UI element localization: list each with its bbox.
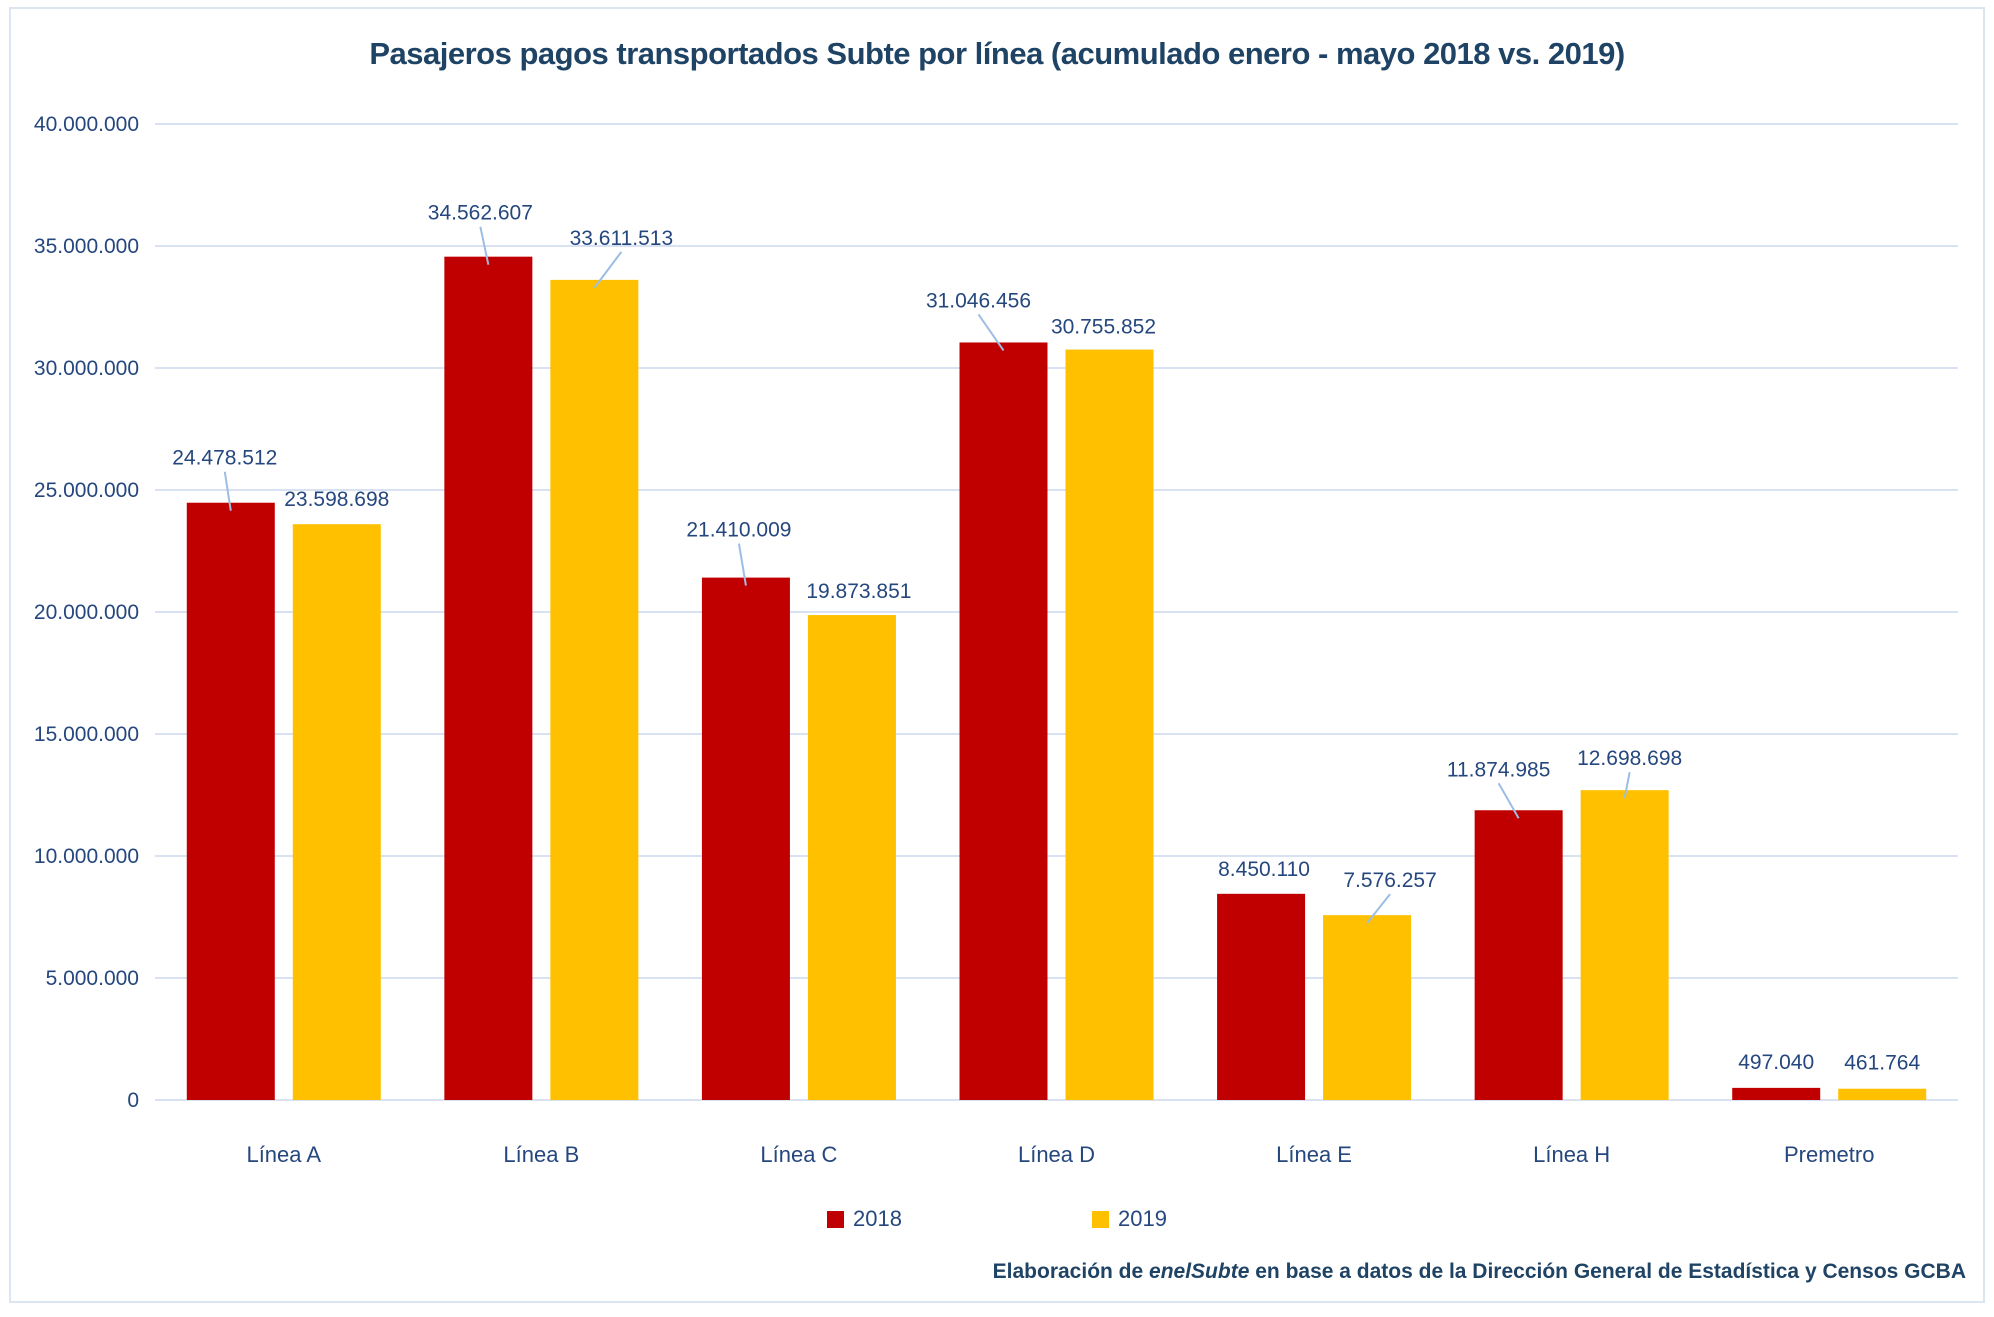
source-attribution: Elaboración de enelSubte en base a datos… [993, 1260, 1966, 1284]
legend-item-2019: 2019 [1092, 1206, 1167, 1232]
footer-brand: enelSubte [1149, 1260, 1250, 1283]
data-label-2018-l-nea-d: 31.046.456 [926, 289, 1031, 312]
bar-2019-l-nea-a [292, 524, 381, 1100]
y-tick-20-000-000: 20.000.000 [34, 601, 139, 624]
data-label-2019-premetro: 461.764 [1844, 1052, 1920, 1075]
footer-suffix: en base a datos de la Dirección General … [1249, 1260, 1966, 1283]
chart-legend: 2018 2019 [0, 1206, 1994, 1232]
leader-line-2018-l-nea-a [223, 471, 232, 511]
x-label-l-nea-c: Línea C [760, 1142, 837, 1167]
x-label-l-nea-e: Línea E [1276, 1142, 1352, 1167]
y-tick-0: 0 [127, 1089, 139, 1112]
x-label-l-nea-h: Línea H [1533, 1142, 1610, 1167]
x-label-l-nea-a: Línea A [246, 1142, 321, 1167]
legend-label-2019: 2019 [1118, 1206, 1167, 1231]
data-label-2019-l-nea-a: 23.598.698 [284, 488, 389, 511]
y-tick-25-000-000: 25.000.000 [34, 479, 139, 502]
bar-2019-l-nea-d [1065, 349, 1154, 1100]
data-label-2019-l-nea-b: 33.611.513 [570, 227, 674, 250]
legend-item-2018: 2018 [827, 1206, 902, 1232]
y-tick-30-000-000: 30.000.000 [34, 357, 139, 380]
leader-line-2018-l-nea-h [1497, 782, 1520, 819]
bar-2019-premetro [1838, 1088, 1927, 1100]
chart-title: Pasajeros pagos transportados Subte por … [369, 36, 1625, 71]
footer-prefix: Elaboración de [992, 1260, 1150, 1283]
y-tick-15-000-000: 15.000.000 [34, 723, 139, 746]
x-label-l-nea-b: Línea B [503, 1142, 579, 1167]
bar-2018-l-nea-b [444, 256, 533, 1101]
bar-2018-l-nea-c [701, 577, 790, 1100]
leader-line-2019-l-nea-e [1366, 893, 1391, 924]
y-tick-35-000-000: 35.000.000 [34, 235, 139, 258]
data-label-2018-l-nea-b: 34.562.607 [428, 202, 533, 225]
x-label-premetro: Premetro [1784, 1142, 1874, 1167]
bar-2018-l-nea-d [959, 342, 1048, 1101]
legend-swatch-2019 [1092, 1210, 1109, 1228]
data-label-2019-l-nea-d: 30.755.852 [1051, 316, 1156, 339]
leader-line-2019-l-nea-h [1623, 771, 1631, 799]
data-label-2018-l-nea-c: 21.410.009 [686, 519, 791, 542]
y-tick-40-000-000: 40.000.000 [34, 113, 139, 136]
data-label-2018-l-nea-e: 8.450.110 [1218, 858, 1310, 881]
data-label-2019-l-nea-h: 12.698.698 [1577, 747, 1682, 770]
bar-2018-premetro [1732, 1087, 1821, 1100]
bar-2018-l-nea-e [1217, 893, 1306, 1100]
leader-line-2018-l-nea-c [737, 543, 747, 586]
data-label-2018-l-nea-h: 11.874.985 [1447, 758, 1551, 781]
bar-2018-l-nea-a [186, 502, 275, 1100]
legend-label-2018: 2018 [853, 1206, 902, 1231]
bar-2019-l-nea-c [807, 615, 896, 1100]
y-tick-5-000-000: 5.000.000 [46, 967, 139, 990]
data-label-2018-l-nea-a: 24.478.512 [172, 447, 277, 470]
data-label-2018-premetro: 497.040 [1738, 1051, 1814, 1074]
bar-2019-l-nea-h [1580, 790, 1669, 1100]
bar-2019-l-nea-e [1323, 915, 1412, 1100]
leader-line-2019-l-nea-b [593, 251, 623, 289]
leader-line-2018-l-nea-d [977, 313, 1005, 352]
data-label-2019-l-nea-e: 7.576.257 [1343, 869, 1436, 892]
y-tick-10-000-000: 10.000.000 [34, 845, 139, 868]
data-label-2019-l-nea-c: 19.873.851 [806, 580, 911, 603]
legend-swatch-2018 [827, 1210, 845, 1228]
x-label-l-nea-d: Línea D [1018, 1142, 1095, 1167]
leader-line-2018-l-nea-b [479, 226, 490, 265]
bar-2019-l-nea-b [550, 279, 639, 1100]
bar-2018-l-nea-h [1474, 810, 1563, 1100]
